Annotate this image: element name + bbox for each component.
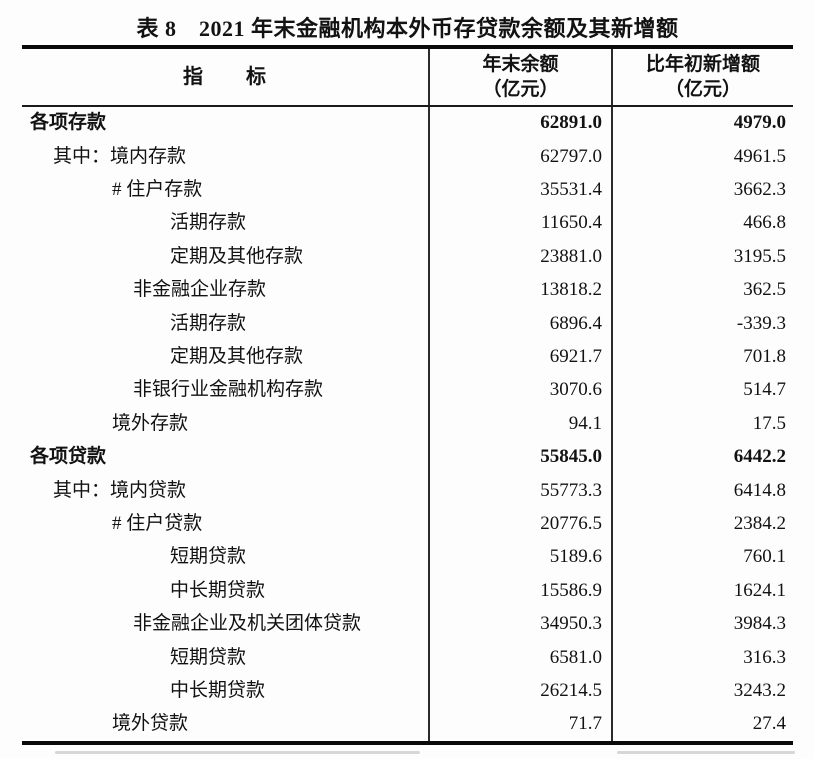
col-header-indicator: 指 标 — [22, 49, 428, 105]
row-indicator-label: 各项存款 — [30, 112, 107, 134]
table-title: 表 8 2021 年末金融机构本外币存贷款余额及其新增额 — [136, 16, 679, 41]
table-row: 短期贷款 6581.0 316.3 — [22, 641, 793, 675]
table-row: 非金融企业及机关团体贷款 34950.3 3984.3 — [22, 607, 793, 642]
row-balance-value: 71.7 — [428, 708, 611, 742]
row-indicator-label: 活期存款 — [170, 212, 247, 234]
row-increase-value: 1624.1 — [611, 574, 793, 608]
row-indicator-label: 其中：境内贷款 — [53, 479, 187, 501]
row-indicator-label: 定期及其他存款 — [170, 345, 304, 367]
row-balance-value: 5189.6 — [428, 541, 611, 575]
row-increase-value: 6414.8 — [611, 474, 793, 508]
col-header-balance: 年末余额 （亿元） — [428, 49, 611, 105]
table-row: 活期存款 11650.4 466.8 — [22, 207, 793, 241]
row-balance-value: 34950.3 — [428, 607, 611, 642]
row-balance-value: 6896.4 — [428, 307, 611, 341]
col-header-increase-unit: （亿元） — [664, 79, 741, 100]
table-header-row: 指 标 年末余额 （亿元） 比年初新增额 （亿元） — [22, 49, 793, 107]
row-balance-value: 26214.5 — [428, 674, 611, 709]
row-indicator-label: 其中：境内存款 — [53, 145, 187, 167]
row-indicator-label: 短期贷款 — [170, 546, 247, 568]
table-row: 中长期贷款 26214.5 3243.2 — [22, 674, 793, 709]
row-increase-value: 4961.5 — [611, 140, 793, 174]
row-indicator-label: # 住户贷款 — [112, 512, 203, 534]
row-balance-value: 6581.0 — [428, 641, 611, 675]
table-row: 境外存款 94.1 17.5 — [22, 407, 793, 441]
table-row: 定期及其他存款 6921.7 701.8 — [22, 340, 793, 375]
row-increase-value: 466.8 — [611, 207, 793, 241]
row-increase-value: 3662.3 — [611, 173, 793, 208]
row-balance-value: 55845.0 — [428, 440, 611, 475]
col-header-increase: 比年初新增额 （亿元） — [611, 49, 793, 105]
row-indicator-label: 非金融企业存款 — [133, 279, 267, 301]
row-increase-value: -339.3 — [611, 307, 793, 341]
row-indicator-label: # 住户存款 — [112, 179, 203, 201]
col-header-indicator-label: 指 标 — [183, 65, 267, 88]
row-increase-value: 2384.2 — [611, 507, 793, 542]
table-row: # 住户贷款 20776.5 2384.2 — [22, 507, 793, 542]
row-balance-value: 11650.4 — [428, 207, 611, 241]
row-indicator-label: 短期贷款 — [170, 646, 247, 668]
scan-shadow-left — [55, 751, 420, 754]
row-indicator-label: 非银行业金融机构存款 — [133, 379, 324, 401]
row-balance-value: 20776.5 — [428, 507, 611, 542]
row-indicator-label: 非金融企业及机关团体贷款 — [133, 613, 362, 635]
table-row: 各项贷款 55845.0 6442.2 — [22, 440, 793, 475]
deposit-loan-table: 指 标 年末余额 （亿元） 比年初新增额 （亿元） 各项存款 62891.0 497… — [22, 45, 793, 746]
row-balance-value: 3070.6 — [428, 374, 611, 408]
row-increase-value: 3984.3 — [611, 607, 793, 642]
table-row: 境外贷款 71.7 27.4 — [22, 708, 793, 742]
row-increase-value: 514.7 — [611, 374, 793, 408]
table-row: 中长期贷款 15586.9 1624.1 — [22, 574, 793, 608]
row-indicator-label: 定期及其他存款 — [170, 245, 304, 267]
row-increase-value: 3195.5 — [611, 240, 793, 274]
row-indicator-label: 中长期贷款 — [170, 679, 266, 701]
row-balance-value: 62797.0 — [428, 140, 611, 174]
row-indicator-label: 中长期贷款 — [170, 579, 266, 601]
table-body: 各项存款 62891.0 4979.0 其中：境内存款 62797.0 4961.5 # 住… — [22, 107, 793, 742]
row-indicator-label: 境外存款 — [112, 412, 189, 434]
table-row: 各项存款 62891.0 4979.0 — [22, 107, 793, 141]
row-balance-value: 13818.2 — [428, 273, 611, 308]
col-header-balance-line1: 年末余额 — [482, 54, 559, 75]
table-row: # 住户存款 35531.4 3662.3 — [22, 173, 793, 208]
scan-shadow-right — [617, 751, 795, 754]
row-balance-value: 94.1 — [428, 407, 611, 441]
row-balance-value: 15586.9 — [428, 574, 611, 608]
row-increase-value: 6442.2 — [611, 440, 793, 475]
table-row: 非金融企业存款 13818.2 362.5 — [22, 273, 793, 308]
table-row: 其中：境内贷款 55773.3 6414.8 — [22, 474, 793, 508]
row-increase-value: 27.4 — [611, 708, 793, 742]
row-indicator-label: 各项贷款 — [30, 446, 107, 468]
row-balance-value: 35531.4 — [428, 173, 611, 208]
row-increase-value: 362.5 — [611, 273, 793, 308]
row-indicator-label: 境外贷款 — [112, 713, 189, 735]
row-increase-value: 4979.0 — [611, 107, 793, 141]
row-increase-value: 3243.2 — [611, 674, 793, 709]
col-header-increase-line1: 比年初新增额 — [645, 54, 760, 75]
table-row: 短期贷款 5189.6 760.1 — [22, 541, 793, 575]
table-row: 活期存款 6896.4 -339.3 — [22, 307, 793, 341]
row-increase-value: 701.8 — [611, 340, 793, 375]
row-increase-value: 760.1 — [611, 541, 793, 575]
row-balance-value: 6921.7 — [428, 340, 611, 375]
table-row: 非银行业金融机构存款 3070.6 514.7 — [22, 374, 793, 408]
table-row: 定期及其他存款 23881.0 3195.5 — [22, 240, 793, 274]
row-increase-value: 316.3 — [611, 641, 793, 675]
row-indicator-label: 活期存款 — [170, 312, 247, 334]
row-increase-value: 17.5 — [611, 407, 793, 441]
table-row: 其中：境内存款 62797.0 4961.5 — [22, 140, 793, 174]
row-balance-value: 55773.3 — [428, 474, 611, 508]
row-balance-value: 23881.0 — [428, 240, 611, 274]
col-header-balance-unit: （亿元） — [482, 79, 559, 100]
row-balance-value: 62891.0 — [428, 107, 611, 141]
